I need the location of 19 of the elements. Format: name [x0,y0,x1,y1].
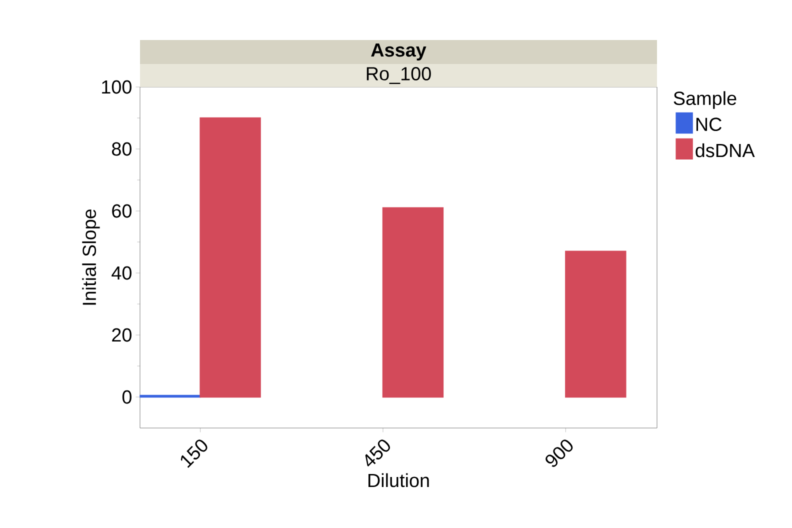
y-tick-label: 0 [122,390,132,404]
x-tick-label: 150 [180,440,208,468]
y-tick-label: 40 [112,266,132,280]
legend-title: Sample [674,91,736,109]
y-axis-title: Initial Slope [82,209,100,305]
legend-label: NC [696,118,722,132]
bar [382,207,444,398]
x-tick-label: 450 [365,440,390,466]
y-tick-label: 20 [112,328,132,342]
chart-title: Assay [371,44,426,60]
y-tick-label: 60 [112,204,132,218]
x-axis-title: Dilution [368,473,429,488]
x-tick-label: 900 [546,440,573,467]
bar [200,117,261,398]
y-tick-label: 100 [102,80,132,94]
chart-subtitle: Ro_100 [366,67,431,84]
bar [565,250,626,398]
y-tick-label: 80 [112,142,132,156]
legend-label: dsDNA [696,143,755,158]
